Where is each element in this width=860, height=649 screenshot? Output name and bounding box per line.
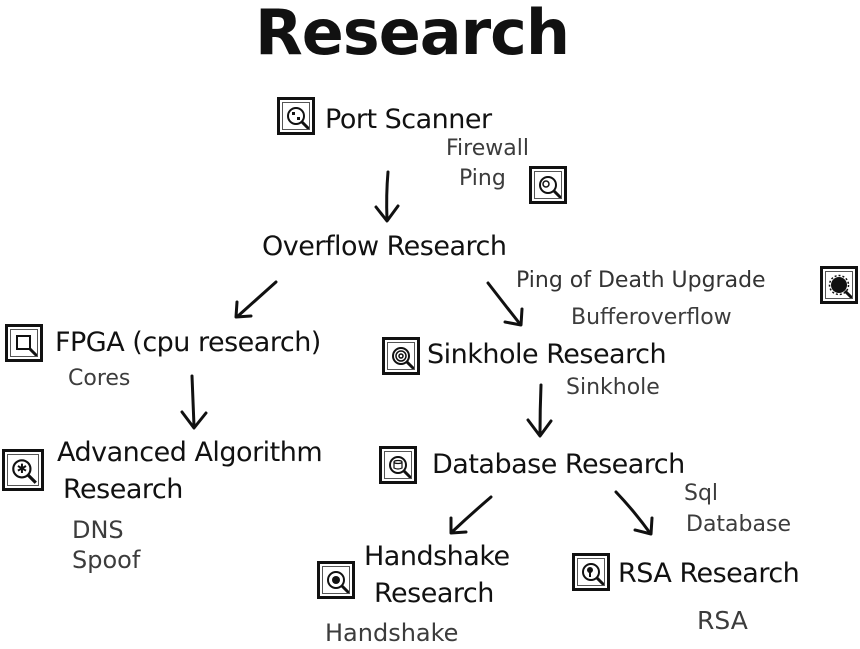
arrow-sinkhole-to-database [538, 383, 543, 436]
key-magnifier-icon [572, 553, 610, 591]
algorithm-item-spoof: Spoof [72, 546, 141, 574]
database-magnifier-icon [379, 446, 417, 484]
node-fpga: FPGA (cpu research) [55, 327, 321, 358]
port-scanner-item-ping: Ping [459, 166, 506, 191]
sinkhole-item-sinkhole: Sinkhole [566, 375, 660, 400]
overflow-item-ping-of-death: Ping of Death Upgrade [516, 268, 766, 293]
gear-magnifier-icon: ✱ [2, 449, 44, 491]
handshake-item-handshake: Handshake [325, 619, 459, 647]
page-title: Research [255, 0, 570, 69]
overflow-item-bufferoverflow: Bufferoverflow [571, 305, 732, 330]
node-handshake-line2: Research [374, 578, 494, 609]
arrow-overflow-to-fpga [236, 280, 278, 318]
node-database-research: Database Research [432, 449, 685, 480]
arrow-database-to-handshake [450, 495, 493, 534]
spiral-magnifier-icon [382, 337, 420, 375]
arrow-port-to-overflow [385, 170, 390, 222]
arrow-overflow-to-sinkhole [486, 281, 522, 326]
database-item-database: Database [686, 512, 791, 537]
port-scanner-item-firewall: Firewall [446, 136, 529, 161]
node-advanced-algorithm-line1: Advanced Algorithm [57, 437, 323, 468]
node-rsa-research: RSA Research [618, 558, 800, 589]
ping-magnifier-icon [529, 166, 567, 204]
fpga-item-cores: Cores [68, 366, 131, 391]
burst-magnifier-icon [820, 266, 858, 304]
node-sinkhole-research: Sinkhole Research [427, 339, 667, 370]
arrow-database-to-rsa [614, 490, 652, 535]
svg-text:✱: ✱ [16, 462, 27, 477]
algorithm-item-dns: DNS [72, 516, 124, 544]
rsa-item-rsa: RSA [697, 606, 748, 635]
node-advanced-algorithm-line2: Research [63, 474, 183, 505]
arrow-fpga-to-algorithm [190, 374, 196, 428]
node-port-scanner: Port Scanner [325, 104, 492, 135]
handshake-magnifier-icon [317, 561, 355, 599]
database-item-sql: Sql [684, 481, 719, 506]
node-handshake-line1: Handshake [364, 541, 510, 572]
node-overflow-research: Overflow Research [262, 231, 507, 262]
chip-magnifier-icon [5, 324, 43, 362]
network-magnifier-icon [277, 97, 315, 135]
